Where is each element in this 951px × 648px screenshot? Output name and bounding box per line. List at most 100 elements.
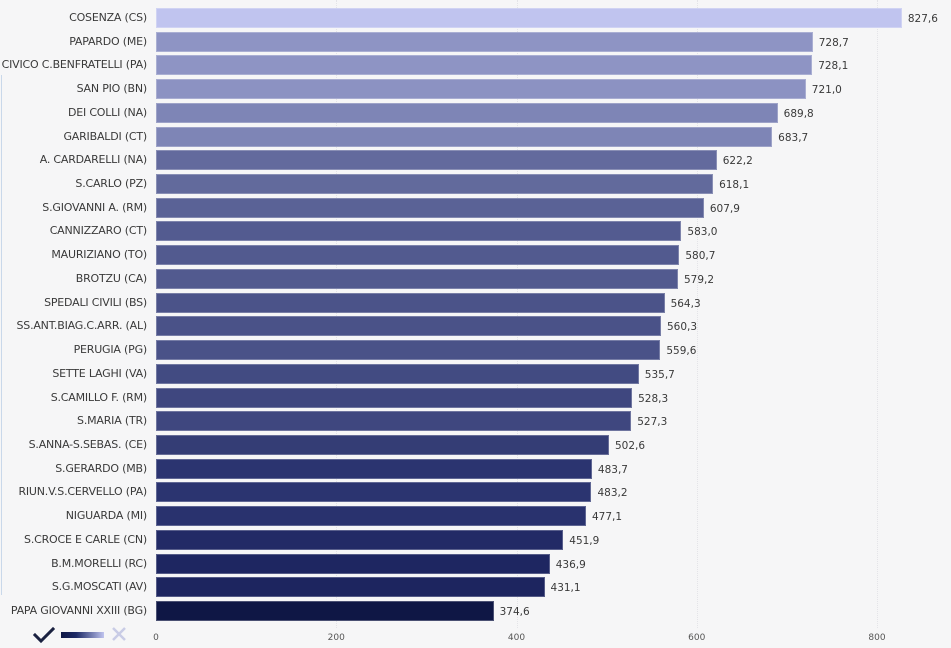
bar-row: SAN PIO (BN) 721,0 [0, 79, 951, 100]
value-label: 436,9 [555, 558, 586, 571]
bar[interactable] [156, 316, 661, 337]
category-label: SS.ANT.BIAG.C.ARR. (AL) [16, 319, 148, 333]
bar-row: S.GIOVANNI A. (RM) 607,9 [0, 197, 951, 218]
category-label: CIVICO C.BENFRATELLI (PA) [1, 58, 148, 72]
value-label: 483,2 [597, 487, 628, 500]
category-label: DEI COLLI (NA) [67, 105, 147, 119]
value-label: 535,7 [644, 368, 675, 381]
bar-row: S.MARIA (TR) 527,3 [0, 411, 951, 432]
category-label: NIGUARDA (MI) [65, 509, 147, 523]
value-label: 579,2 [684, 273, 715, 286]
category-label: S.MARIA (TR) [77, 414, 147, 428]
bar-row: S.CAMILLO F. (RM) 528,3 [0, 387, 951, 408]
x-tick-label: 800 [868, 633, 886, 643]
x-tick-label: 400 [507, 633, 526, 643]
category-label: B.M.MORELLI (RC) [51, 556, 147, 570]
color-scale-gradient [61, 632, 104, 638]
category-label: S.GERARDO (MB) [55, 461, 147, 475]
value-label: 564,3 [670, 297, 701, 310]
value-label: 689,8 [783, 107, 814, 120]
gridline [336, 0, 338, 628]
value-label: 683,7 [778, 131, 809, 144]
bar[interactable] [156, 221, 682, 242]
bar[interactable] [156, 126, 773, 147]
bar[interactable] [156, 174, 714, 195]
bar-row: DEI COLLI (NA) 689,8 [0, 102, 951, 123]
category-label: BROTZU (CA) [75, 271, 147, 285]
bar-row: S.CROCE E CARLE (CN) 451,9 [0, 529, 951, 550]
category-label: SAN PIO (BN) [76, 82, 148, 96]
category-label: MAURIZIANO (TO) [51, 248, 147, 262]
value-label: 622,2 [722, 155, 753, 168]
bar-row: GARIBALDI (CT) 683,7 [0, 126, 951, 147]
bar-row: PAPARDO (ME) 728,7 [0, 31, 951, 52]
bar-row: SS.ANT.BIAG.C.ARR. (AL) 560,3 [0, 316, 951, 337]
bar[interactable] [156, 55, 813, 76]
bar[interactable] [156, 411, 632, 432]
bar-row: S.ANNA-S.SEBAS. (CE) 502,6 [0, 434, 951, 455]
value-label: 607,9 [709, 202, 740, 215]
value-label: 527,3 [637, 416, 668, 429]
value-label: 451,9 [569, 534, 600, 547]
bar-row: PERUGIA (PG) 559,6 [0, 340, 951, 361]
bar-row: MAURIZIANO (TO) 580,7 [0, 245, 951, 266]
bar[interactable] [156, 529, 564, 550]
value-label: 528,3 [638, 392, 669, 405]
bar[interactable] [156, 8, 902, 28]
bar[interactable] [156, 245, 680, 266]
bar-row: A. CARDARELLI (NA) 622,2 [0, 150, 951, 171]
value-label: 559,6 [666, 345, 697, 358]
bar[interactable] [156, 482, 592, 503]
bar[interactable] [156, 553, 550, 574]
category-label: RIUN.V.S.CERVELLO (PA) [18, 485, 147, 499]
category-label: PAPARDO (ME) [69, 34, 147, 48]
value-label: 827,6 [907, 13, 938, 25]
category-label: PAPA GIOVANNI XXIII (BG) [10, 604, 147, 617]
value-label: 502,6 [614, 439, 646, 452]
bar-row: NIGUARDA (MI) 477,1 [0, 506, 951, 527]
bar[interactable] [156, 458, 592, 479]
value-label: 580,7 [685, 250, 716, 263]
bar[interactable] [156, 363, 639, 384]
bar[interactable] [156, 102, 778, 123]
bar[interactable] [156, 577, 545, 598]
bar[interactable] [156, 79, 806, 100]
value-label: 721,0 [811, 84, 842, 97]
bar[interactable] [156, 340, 661, 361]
value-label: 728,7 [818, 36, 849, 49]
category-label: SETTE LAGHI (VA) [52, 366, 147, 380]
gridline [696, 0, 698, 628]
bar-row: B.M.MORELLI (RC) 436,9 [0, 553, 951, 574]
bar-row: SPEDALI CIVILI (BS) 564,3 [0, 292, 951, 313]
category-label: S.ANNA-S.SEBAS. (CE) [28, 437, 148, 451]
value-label: 560,3 [666, 321, 698, 334]
bar-row: PAPA GIOVANNI XXIII (BG) 374,6 [0, 601, 951, 621]
category-label: COSENZA (CS) [69, 11, 147, 24]
bar-row: S.GERARDO (MB) 483,7 [0, 458, 951, 479]
bar-row: RIUN.V.S.CERVELLO (PA) 483,2 [0, 482, 951, 503]
check-icon[interactable] [32, 624, 56, 648]
bar[interactable] [156, 292, 665, 313]
bar[interactable] [156, 268, 678, 289]
x-tick-label: 200 [327, 633, 345, 643]
value-label: 618,1 [719, 179, 750, 192]
bar[interactable] [156, 31, 813, 52]
x-tick-label: 0 [153, 633, 159, 643]
bar[interactable] [156, 506, 586, 527]
bar[interactable] [156, 387, 633, 408]
bar[interactable] [156, 434, 609, 455]
category-label: S.CAMILLO F. (RM) [50, 390, 148, 404]
value-label: 431,1 [550, 582, 581, 595]
bar[interactable] [156, 197, 704, 218]
bar-row: COSENZA (CS) 827,6 [0, 8, 951, 28]
bar[interactable] [156, 150, 717, 171]
category-label: S.CARLO (PZ) [75, 177, 147, 191]
value-label: 374,6 [499, 606, 530, 618]
color-legend [32, 624, 133, 644]
category-label: S.GIOVANNI A. (RM) [42, 200, 147, 214]
bar[interactable] [156, 601, 494, 621]
bar-row: BROTZU (CA) 579,2 [0, 268, 951, 289]
value-label: 583,0 [687, 226, 718, 239]
close-icon[interactable] [109, 624, 129, 648]
